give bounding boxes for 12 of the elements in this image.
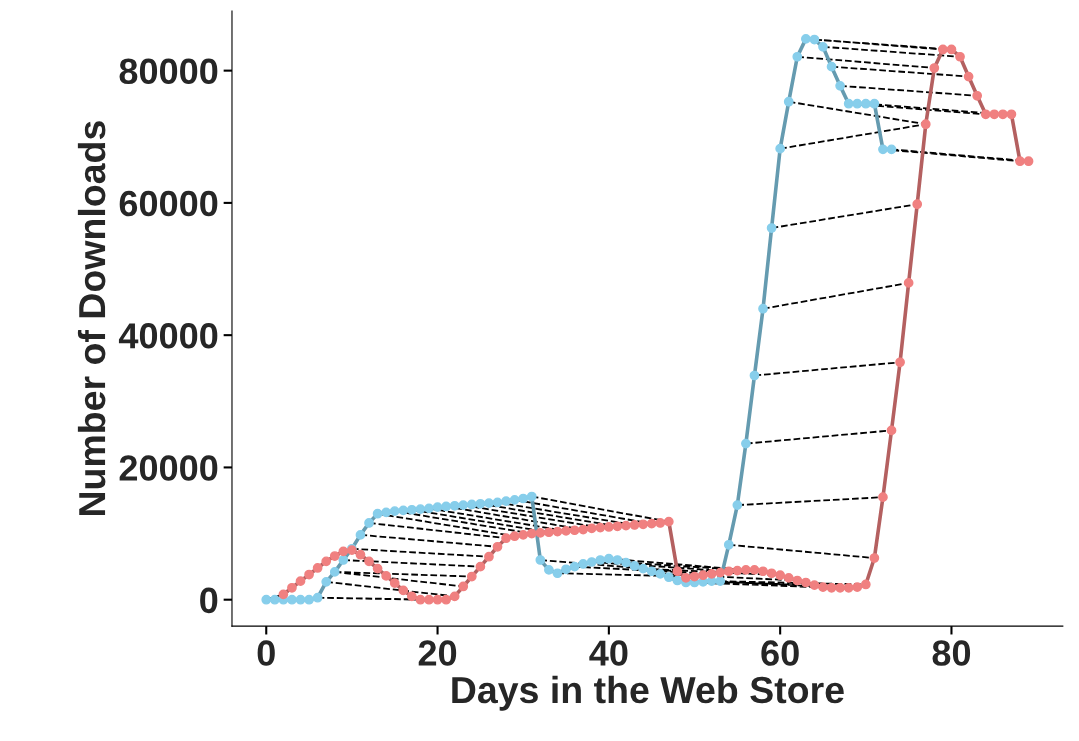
x-tick-label: 60 <box>761 640 799 666</box>
y-tick-label: 40000 <box>118 323 218 349</box>
x-tick-label: 20 <box>418 640 457 666</box>
y-tick-label: 0 <box>200 587 218 614</box>
x-tick-label: 0 <box>257 640 275 666</box>
x-tick-label: 40 <box>589 640 628 666</box>
x-tick-label: 80 <box>932 640 971 666</box>
y-tick-label: 80000 <box>119 58 218 85</box>
y-axis-title: Number of Downloads <box>77 121 106 516</box>
x-axis-title: Days in the Web Store <box>452 675 844 711</box>
y-tick-label: 20000 <box>119 455 218 481</box>
y-tick-label: 60000 <box>119 190 218 217</box>
